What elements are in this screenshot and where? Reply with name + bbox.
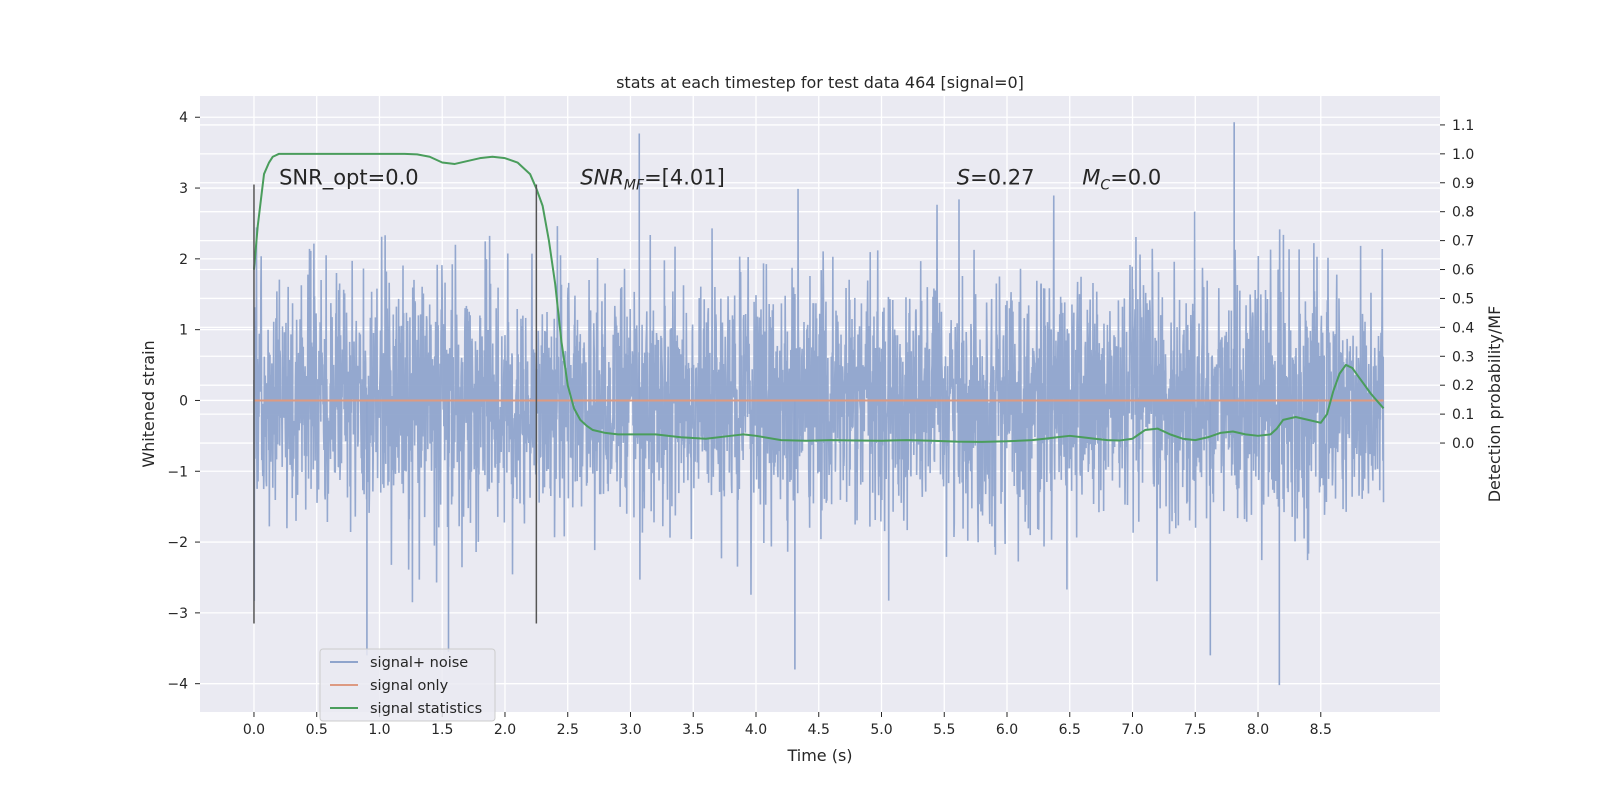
- annotation: S=0.27: [957, 166, 1035, 190]
- legend-label-signal-statistics: signal statistics: [370, 701, 482, 717]
- x-tick-label: 5.5: [933, 722, 955, 738]
- y-right-tick-label: 0.2: [1452, 378, 1474, 394]
- legend: signal+ noise signal only signal statist…: [319, 648, 496, 722]
- x-tick-label: 1.5: [431, 722, 453, 738]
- x-tick-label: 6.5: [1059, 722, 1081, 738]
- x-tick-label: 8.0: [1247, 722, 1269, 738]
- y-tick-label: 0: [179, 393, 188, 409]
- y-tick-label: −3: [167, 606, 188, 622]
- x-tick-label: 7.5: [1184, 722, 1206, 738]
- y-right-tick-label: 0.8: [1452, 205, 1474, 221]
- y-right-tick-label: 0.9: [1452, 176, 1474, 192]
- ticks: 0.0 0.5 1.0 1.5 2.0 2.5 3.0 3.5 4.0 4.5 5.0 5.5 6.0 6…: [167, 110, 1474, 738]
- y-right-tick-label: 1.1: [1452, 118, 1474, 134]
- annotation: SNR_opt=0.0: [279, 166, 419, 191]
- y-axis-label: Whitened strain: [139, 340, 158, 467]
- x-tick-label: 2.0: [494, 722, 516, 738]
- y-right-tick-label: 0.5: [1452, 291, 1474, 307]
- x-tick-label: 4.5: [808, 722, 830, 738]
- series-signal-statistics: [252, 152, 1385, 443]
- y-right-tick-label: 0.3: [1452, 349, 1474, 365]
- y-right-tick-label: 0.0: [1452, 436, 1474, 452]
- legend-box: [319, 648, 496, 722]
- chart-title: stats at each timestep for test data 464…: [616, 73, 1024, 92]
- y-right-tick-label: 1.0: [1452, 147, 1474, 163]
- legend-label-signal-noise: signal+ noise: [370, 655, 468, 671]
- annotation: MC=0.0: [1082, 166, 1161, 194]
- x-tick-label: 6.0: [996, 722, 1018, 738]
- annotations: SNR_opt=0.0 SNRMF=[4.01] S=0.27 MC=0.0: [279, 166, 1161, 194]
- y-right-tick-label: 0.1: [1452, 407, 1474, 423]
- x-tick-label: 0.5: [306, 722, 328, 738]
- y-right-tick-label: 0.4: [1452, 320, 1474, 336]
- y-axis-right-label: Detection probability/MF: [1485, 306, 1504, 503]
- x-axis-label: Time (s): [786, 746, 852, 765]
- x-tick-label: 3.5: [682, 722, 704, 738]
- x-tick-label: 5.0: [870, 722, 892, 738]
- y-tick-label: 4: [179, 110, 188, 126]
- x-tick-label: 0.0: [243, 722, 265, 738]
- annotation: SNRMF=[4.01]: [580, 166, 725, 194]
- y-tick-label: −4: [167, 677, 188, 693]
- x-tick-label: 8.5: [1310, 722, 1332, 738]
- series-signal-noise: [253, 188, 1385, 603]
- vertical-markers: [253, 184, 538, 624]
- x-tick-label: 4.0: [745, 722, 767, 738]
- y-right-tick-label: 0.7: [1452, 234, 1474, 250]
- x-tick-label: 7.0: [1121, 722, 1143, 738]
- x-tick-label: 2.5: [557, 722, 579, 738]
- x-tick-label: 1.0: [368, 722, 390, 738]
- y-tick-label: −1: [167, 464, 188, 480]
- data-layer: [252, 122, 1385, 686]
- y-tick-label: 3: [179, 181, 188, 197]
- legend-label-signal-only: signal only: [370, 678, 449, 694]
- y-tick-label: 2: [179, 252, 188, 268]
- y-tick-label: −2: [167, 535, 188, 551]
- x-tick-label: 3.0: [619, 722, 641, 738]
- y-right-tick-label: 0.6: [1452, 263, 1474, 279]
- y-tick-label: 1: [179, 323, 188, 339]
